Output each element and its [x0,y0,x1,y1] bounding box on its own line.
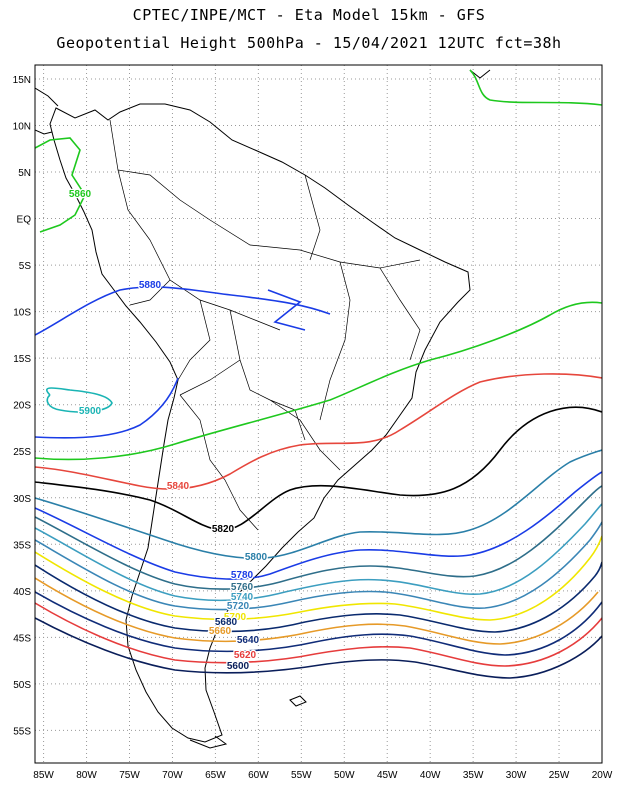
lat-tick-label: 50S [13,680,31,691]
lon-tick-label: 30W [506,770,527,781]
lat-tick-label: 35S [13,540,31,551]
contour-label-5740: 5740 [231,592,254,603]
contour-label-5800: 5800 [245,552,268,563]
contour-label-5600: 5600 [227,661,250,672]
lon-tick-label: 25W [549,770,570,781]
lat-tick-label: 15N [13,75,31,86]
contour-5700 [35,535,602,621]
contour-label-5780: 5780 [231,570,254,581]
map-frame [34,64,603,764]
contour-label-layer: 5900 5880 5860 5840 5820 5800 5780576057405720… [68,188,269,674]
lat-tick-label: 10S [13,308,31,319]
lat-tick-label: 5N [18,168,31,179]
lon-tick-label: 80W [76,770,97,781]
contour-5600 [35,617,602,679]
lon-tick-label: 55W [291,770,312,781]
central-america-coast [35,87,59,135]
contour-5820 [35,406,602,531]
lat-tick-label: 45S [13,633,31,644]
lon-tick-label: 50W [334,770,355,781]
contour-5840 [35,373,602,490]
lat-tick-label: 15S [13,354,31,365]
africa-coast [469,69,491,79]
lat-tick-label: 40S [13,587,31,598]
longitude-labels: 85W 80W 75W 70W 65W 60W 55W 50W 45W 40W 35W 30W 25W 2… [33,770,613,781]
lon-tick-label: 65W [205,770,226,781]
map-title-line2: Geopotential Height 500hPa - 15/04/2021 … [56,34,562,52]
contour-label-5840: 5840 [167,481,190,492]
contour-label-5880: 5880 [139,280,162,291]
map-title-line1: CPTEC/INPE/MCT - Eta Model 15km - GFS [132,6,486,24]
lon-tick-label: 35W [463,770,484,781]
lon-tick-label: 20W [592,770,613,781]
contour-5860 [35,69,602,461]
contour-label-5720: 5720 [227,601,250,612]
south-america-coast [49,103,471,743]
contour-5720 [35,521,602,611]
lon-tick-label: 70W [162,770,183,781]
contour-label-5900: 5900 [79,406,102,417]
tierra-del-fuego [189,735,228,749]
contour-5780 [35,471,602,580]
lat-tick-label: 55S [13,726,31,737]
country-borders [109,119,421,531]
contour-5800 [35,449,602,560]
contour-label-5620: 5620 [234,650,257,661]
contour-5640 [35,591,602,656]
contour-label-5860: 5860 [69,189,92,200]
lon-tick-label: 45W [377,770,398,781]
contour-label-5640: 5640 [237,635,260,646]
lat-tick-label: 5S [19,261,32,272]
contour-5740 [35,503,602,602]
contour-5880 [35,286,331,439]
graticule [35,65,603,763]
contour-5680 [35,561,602,633]
contour-label-5700: 5700 [224,612,247,623]
lat-tick-label: 10N [13,121,31,132]
lat-tick-label: EQ [17,215,32,226]
lat-tick-label: 30S [13,494,31,505]
lon-tick-label: 40W [420,770,441,781]
contour-label-5660: 5660 [209,626,232,637]
falkland-islands [289,695,307,707]
contour-label-5680: 5680 [215,617,238,628]
contour-5620 [35,602,602,667]
contour-label-5760: 5760 [231,582,254,593]
contour-layer [35,69,602,679]
lat-tick-label: 20S [13,401,31,412]
lat-tick-label: 25S [13,447,31,458]
contour-5900 [45,387,113,413]
contour-5660 [35,577,599,645]
lon-tick-label: 60W [248,770,269,781]
contour-5760 [35,485,602,590]
latitude-labels: 15N 10N 5N EQ 5S 10S 15S 20S 25S 30S 35S 40S 45S 50S 5… [13,75,32,737]
lon-tick-label: 85W [33,770,54,781]
contour-label-5820: 5820 [212,524,235,535]
lon-tick-label: 75W [119,770,140,781]
